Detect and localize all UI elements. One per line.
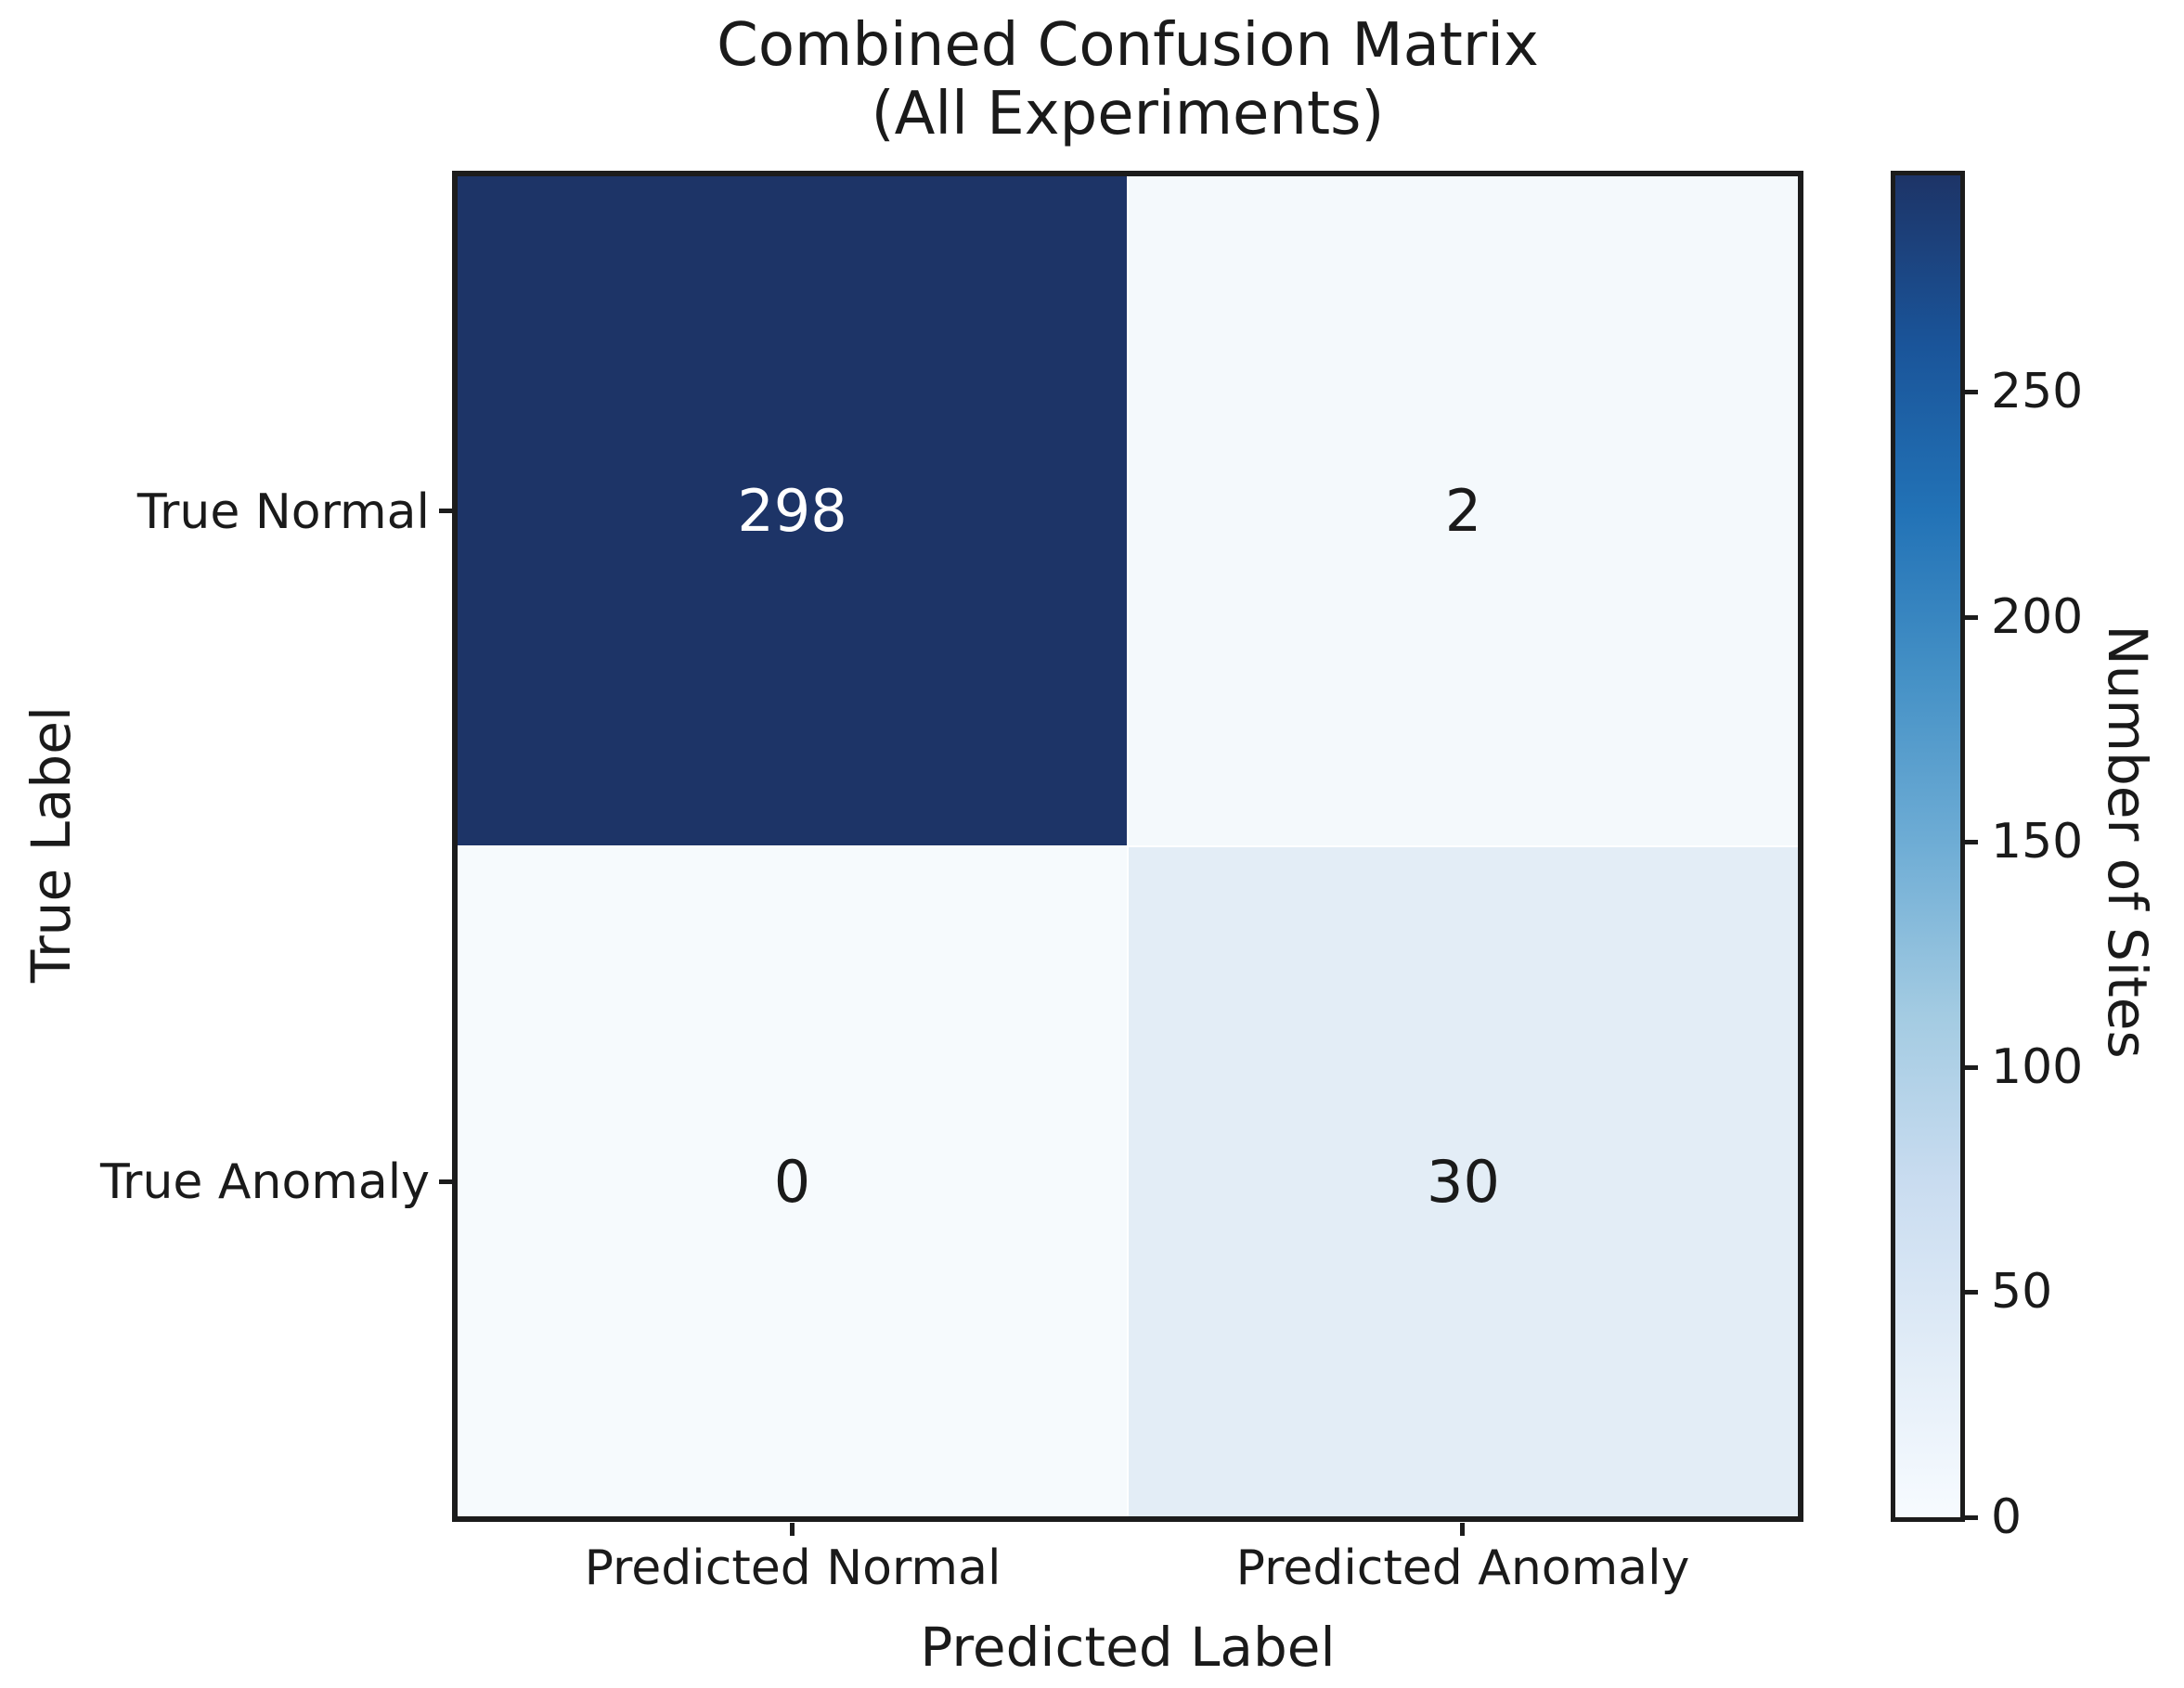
x-axis-label: Predicted Label <box>920 1616 1336 1679</box>
cell-true-anomaly-pred-anomaly: 30 <box>1129 847 1798 1516</box>
colorbar <box>1891 171 1965 1522</box>
colorbar-tick-150: 150 <box>1991 814 2084 870</box>
colorbar-tick-mark <box>1965 840 1978 844</box>
y-tick-label-true-normal: True Normal <box>136 484 430 540</box>
x-tick-mark <box>1460 1523 1465 1536</box>
y-tick-label-true-anomaly: True Anomaly <box>99 1154 430 1210</box>
heatmap-axes: 298 2 0 30 <box>452 171 1803 1522</box>
chart-title-line-2: (All Experiments) <box>871 80 1385 148</box>
x-tick-mark <box>790 1523 795 1536</box>
colorbar-tick-200: 200 <box>1991 589 2084 645</box>
colorbar-tick-0: 0 <box>1991 1489 2022 1545</box>
colorbar-tick-mark <box>1965 1290 1978 1295</box>
colorbar-tick-mark <box>1965 615 1978 620</box>
x-tick-label-pred-anomaly: Predicted Anomaly <box>1235 1540 1690 1596</box>
y-tick-mark <box>439 1179 452 1184</box>
colorbar-tick-mark <box>1965 1065 1978 1070</box>
colorbar-axis-label: Number of Sites <box>2096 625 2159 1059</box>
chart-title: Combined Confusion Matrix (All Experimen… <box>452 11 1803 148</box>
colorbar-tick-50: 50 <box>1991 1264 2053 1320</box>
cell-true-normal-pred-normal: 298 <box>458 176 1127 845</box>
y-tick-mark <box>439 509 452 513</box>
colorbar-tick-mark <box>1965 1515 1978 1520</box>
cell-true-anomaly-pred-normal: 0 <box>458 847 1127 1516</box>
colorbar-tick-mark <box>1965 390 1978 394</box>
y-axis-label: True Label <box>19 705 83 984</box>
x-tick-label-pred-normal: Predicted Normal <box>584 1540 1002 1596</box>
cell-true-normal-pred-anomaly: 2 <box>1129 176 1798 845</box>
chart-title-line-1: Combined Confusion Matrix <box>717 11 1539 80</box>
colorbar-tick-250: 250 <box>1991 364 2084 419</box>
colorbar-tick-100: 100 <box>1991 1039 2084 1095</box>
